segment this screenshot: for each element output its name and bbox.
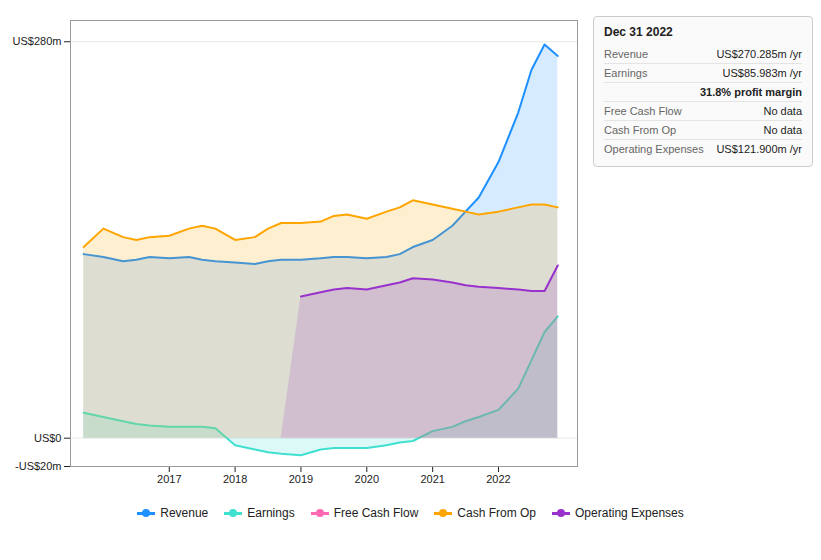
- html-text:US$85.983m /yr: US$85.983m /yr: [722, 67, 802, 79]
- html-text:Cash From Op: Cash From Op: [604, 124, 677, 136]
- html-text:Dec 31 2022: Dec 31 2022: [604, 25, 673, 39]
- html-text:31.8% profit margin: 31.8% profit margin: [699, 86, 802, 98]
- svg-text:2020: 2020: [355, 473, 379, 485]
- svg-text:2018: 2018: [223, 473, 247, 485]
- html-text:Operating Expenses: Operating Expenses: [604, 143, 704, 155]
- html-text:No data: No data: [763, 124, 802, 136]
- html-text:US$121.900m /yr: US$121.900m /yr: [716, 143, 802, 155]
- svg-text:2017: 2017: [157, 473, 181, 485]
- html-text:Earnings: Earnings: [247, 506, 295, 520]
- svg-text:2022: 2022: [486, 473, 510, 485]
- svg-text:2019: 2019: [289, 473, 313, 485]
- svg-text:US$0: US$0: [34, 432, 62, 444]
- html-text:Operating Expenses: Operating Expenses: [575, 506, 684, 520]
- svg-text:-US$20m: -US$20m: [15, 460, 61, 472]
- html-text:US$270.285m /yr: US$270.285m /yr: [716, 48, 802, 60]
- html-text:Earnings: Earnings: [604, 67, 648, 79]
- html-text:Revenue: Revenue: [160, 506, 209, 520]
- svg-text:2021: 2021: [420, 473, 444, 485]
- html-text:Free Cash Flow: Free Cash Flow: [333, 506, 419, 520]
- svg-text:US$280m: US$280m: [13, 35, 62, 47]
- html-text:Revenue: Revenue: [604, 48, 648, 60]
- html-text:No data: No data: [763, 105, 802, 117]
- html-text:Free Cash Flow: Free Cash Flow: [604, 105, 682, 117]
- html-text:Cash From Op: Cash From Op: [457, 506, 536, 520]
